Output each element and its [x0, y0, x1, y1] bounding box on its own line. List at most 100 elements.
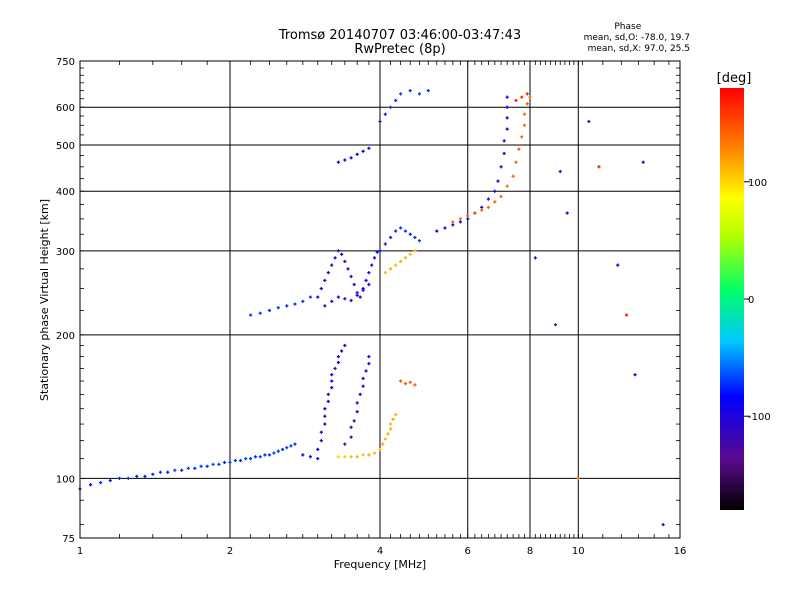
data-point [333, 366, 337, 371]
data-point [263, 453, 267, 457]
data-point [340, 349, 344, 353]
data-point [355, 455, 359, 459]
data-point [458, 217, 463, 221]
data-point [413, 249, 417, 253]
data-point [367, 355, 371, 359]
data-point [413, 235, 417, 240]
data-point [343, 455, 347, 459]
data-point [486, 197, 490, 201]
data-point [364, 278, 368, 283]
data-point [480, 205, 484, 209]
data-point [99, 480, 103, 485]
data-point [408, 252, 412, 256]
y-axis: 75 100 200 300 400 500 600 750 [56, 57, 680, 545]
data-point [267, 453, 272, 457]
data-point [466, 214, 470, 218]
data-point [587, 119, 591, 124]
data-point [388, 427, 393, 431]
data-point [388, 235, 393, 240]
data-point [280, 447, 285, 452]
data-point [316, 447, 320, 452]
data-point [319, 286, 323, 291]
y-tick-label: 500 [56, 141, 75, 152]
data-point [336, 360, 340, 365]
data-point [301, 453, 305, 457]
data-point [272, 451, 276, 455]
phase-stats-header: Phase [614, 22, 642, 32]
x-tick-label: 1 [77, 546, 83, 557]
data-points [78, 89, 665, 527]
data-point [597, 165, 601, 169]
data-point [383, 437, 387, 441]
data-point [499, 165, 503, 169]
data-point [349, 435, 353, 439]
data-point [117, 476, 122, 481]
chart-subtitle: RwPretec (8p) [354, 42, 446, 57]
data-point [135, 474, 139, 478]
data-point [326, 392, 330, 397]
data-point [505, 95, 509, 99]
data-point [343, 158, 347, 162]
data-point [378, 447, 382, 452]
y-axis-label: Stationary phase Virtual Height [km] [38, 199, 51, 401]
data-point [233, 458, 237, 463]
data-point [443, 226, 447, 230]
y-tick-label: 200 [56, 331, 75, 342]
data-point [180, 468, 184, 472]
data-point [408, 232, 412, 236]
data-point [349, 156, 353, 160]
data-point [173, 468, 177, 472]
data-point [323, 407, 327, 411]
data-point [576, 476, 580, 481]
data-point [258, 311, 262, 315]
data-point [493, 200, 497, 204]
data-point [408, 89, 412, 93]
data-point [358, 392, 362, 397]
data-point [364, 369, 368, 373]
data-point [451, 223, 455, 227]
data-point [349, 274, 353, 279]
data-point [505, 127, 509, 131]
data-point [323, 278, 327, 283]
data-point [333, 256, 337, 260]
data-point [228, 460, 232, 465]
data-point [340, 252, 344, 256]
data-point [238, 458, 243, 463]
data-point [316, 457, 320, 461]
data-point [222, 460, 227, 465]
data-point [528, 95, 532, 99]
data-point [399, 92, 403, 96]
data-point [641, 160, 645, 164]
data-point [346, 267, 350, 271]
data-point [158, 470, 163, 474]
data-point [258, 455, 262, 459]
data-point [143, 474, 147, 478]
data-point [394, 413, 398, 417]
data-point [352, 419, 356, 423]
data-point [372, 256, 377, 260]
data-point [355, 152, 359, 156]
data-point [511, 174, 515, 178]
data-point [352, 282, 356, 287]
data-point [336, 160, 340, 164]
y-tick-label: 400 [56, 187, 75, 198]
data-point [199, 464, 203, 468]
data-point [386, 432, 390, 436]
colorbar-tick-label: 0 [748, 295, 754, 306]
data-point [276, 306, 280, 310]
phase-stats-x: mean, sd,X: 97.0, 25.5 [587, 44, 690, 54]
data-point [435, 229, 439, 233]
data-point [367, 282, 371, 287]
data-point [408, 380, 412, 384]
x-tick-label: 6 [465, 546, 471, 557]
colorbar-tick-label: -100 [748, 412, 771, 423]
data-point [289, 444, 293, 448]
data-point [336, 355, 340, 359]
data-point [166, 470, 170, 474]
data-point [343, 442, 347, 446]
data-point [361, 149, 365, 153]
data-point [319, 430, 323, 434]
data-point [336, 455, 340, 459]
colorbar-ticks: 100 0 -100 [744, 178, 771, 423]
